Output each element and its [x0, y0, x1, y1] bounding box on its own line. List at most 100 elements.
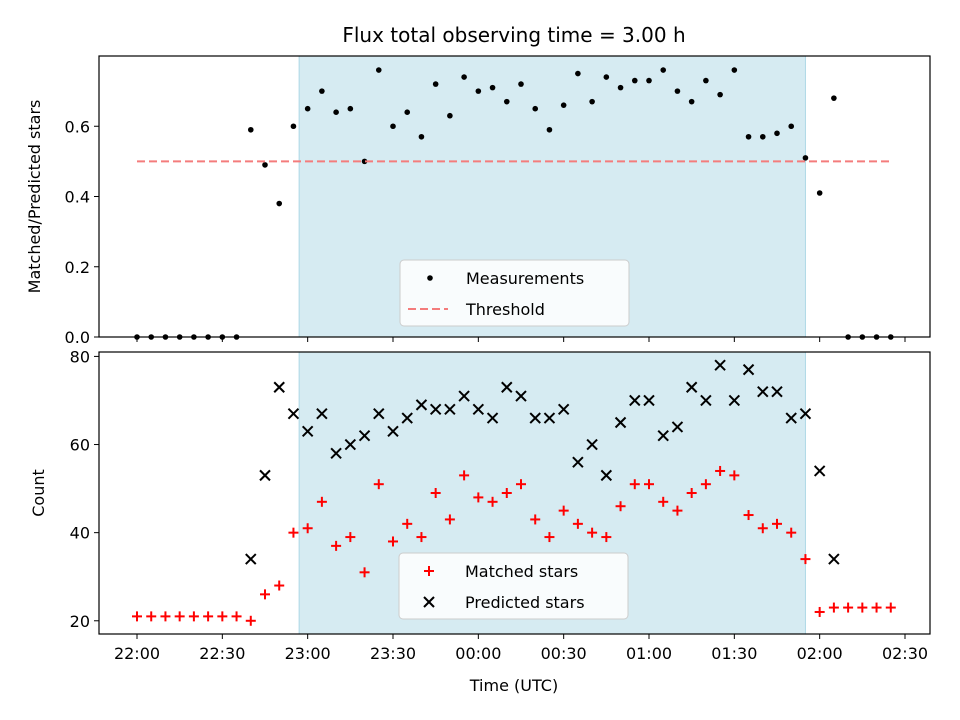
predicted-stars-point: [714, 359, 726, 371]
matched-stars-point: [345, 532, 356, 543]
predicted-stars-point: [301, 425, 314, 438]
measurement-point: [319, 88, 325, 94]
x-tick-label: 23:30: [370, 644, 416, 663]
measurement-point: [759, 133, 766, 140]
y-tick-label: 0.6: [65, 117, 90, 136]
predicted-stars-point: [501, 381, 513, 393]
predicted-stars-point: [614, 416, 627, 429]
predicted-stars-point: [600, 469, 613, 482]
matched-stars-point: [672, 505, 683, 516]
x-tick-label: 01:30: [711, 644, 757, 663]
matched-stars-point: [288, 527, 299, 538]
measurement-point: [802, 155, 809, 161]
measurement-point: [461, 74, 467, 80]
measurement-point: [262, 162, 268, 168]
matched-stars-point: [516, 479, 526, 490]
predicted-stars-point: [259, 469, 271, 482]
measurement-point: [304, 105, 311, 112]
y-tick-label: 60: [70, 436, 90, 455]
measurement-point: [560, 102, 567, 108]
matched-stars-point: [644, 479, 654, 490]
measurement-point: [546, 126, 553, 133]
measurement-point: [361, 158, 368, 165]
matched-stars-point: [331, 540, 342, 551]
y-tick-label: 0.4: [65, 188, 90, 207]
measurement-point: [631, 77, 638, 84]
predicted-stars-point: [543, 412, 556, 424]
predicted-stars-point: [799, 407, 812, 420]
predicted-stars-point: [515, 390, 527, 402]
legend-marker: [424, 566, 434, 576]
y-tick-label: 0.2: [65, 258, 90, 277]
matched-stars-point: [174, 611, 185, 622]
matched-stars-point: [885, 602, 896, 613]
measurement-point: [589, 98, 595, 105]
matched-stars-point: [729, 470, 740, 481]
y-tick-label: 20: [70, 612, 90, 631]
x-tick-label: 00:30: [541, 644, 587, 663]
x-tick-label: 22:30: [199, 644, 245, 663]
predicted-stars-point: [643, 394, 655, 407]
legend-marker: [423, 596, 435, 608]
x-tick-label: 22:00: [114, 644, 160, 663]
predicted-stars-point: [728, 394, 741, 407]
matched-stars-point: [260, 589, 270, 600]
x-tick-label: 00:00: [455, 644, 501, 663]
matched-stars-point: [843, 602, 854, 613]
matched-stars-point: [359, 567, 370, 578]
legend-marker: [427, 275, 433, 281]
matched-stars-point: [814, 606, 825, 617]
axes-frame: [98, 351, 931, 635]
predicted-stars-point: [458, 390, 470, 402]
matched-stars-point: [629, 479, 640, 490]
matched-stars-point: [473, 492, 484, 503]
measurement-point: [489, 84, 496, 91]
predicted-stars-point: [287, 407, 300, 420]
matched-stars-point: [615, 501, 626, 512]
measurement-point: [375, 67, 382, 73]
matched-stars-point: [686, 488, 697, 498]
matched-stars-point: [572, 518, 583, 529]
predicted-stars-point: [387, 425, 399, 438]
predicted-stars-point: [586, 438, 598, 451]
matched-stars-point: [544, 532, 555, 543]
measurement-point: [745, 133, 752, 140]
predicted-stars-point: [757, 385, 769, 398]
y-axis-label: Count: [29, 469, 48, 517]
predicted-stars-point: [245, 553, 257, 565]
matched-stars-point: [231, 611, 242, 622]
top-axes: 0.0 0.2 0.4 0.6 Matched/Predicted stars Measu…: [25, 55, 931, 347]
measurement-point: [603, 74, 610, 80]
measurement-point: [532, 105, 539, 112]
predicted-stars-point: [742, 363, 755, 376]
matched-stars-point: [459, 470, 470, 481]
measurement-point: [347, 105, 354, 112]
matched-stars-point: [444, 514, 455, 525]
measurement-point: [503, 98, 510, 105]
measurement-point: [617, 84, 624, 91]
predicted-stars-point: [657, 430, 669, 442]
matched-stars-point: [487, 496, 498, 507]
matched-stars-point: [530, 514, 541, 525]
measurement-point: [390, 123, 396, 130]
y-tick-label: 40: [70, 524, 90, 543]
matched-stars-point: [558, 505, 569, 516]
predicted-stars-point: [444, 403, 456, 415]
matched-stars-point: [501, 488, 512, 498]
y-tick-label: 80: [70, 347, 90, 366]
matched-stars-point: [871, 602, 882, 613]
matched-stars-point: [772, 518, 782, 529]
matched-stars-point: [416, 532, 427, 543]
predicted-stars-point: [358, 430, 371, 442]
bottom-axes: 20 40 60 80 Count 22:00 22:30 23:00 23:30 00:00 00…: [29, 347, 931, 695]
matched-stars-point: [316, 496, 327, 507]
matched-stars-point: [402, 518, 413, 529]
measurement-point: [290, 123, 297, 130]
predicted-stars-point: [330, 447, 342, 460]
measurement-point: [276, 200, 283, 207]
measurement-point: [247, 126, 254, 133]
measurement-point: [575, 70, 581, 77]
y-tick-label: 0.0: [65, 328, 90, 347]
measurement-point: [447, 112, 453, 119]
